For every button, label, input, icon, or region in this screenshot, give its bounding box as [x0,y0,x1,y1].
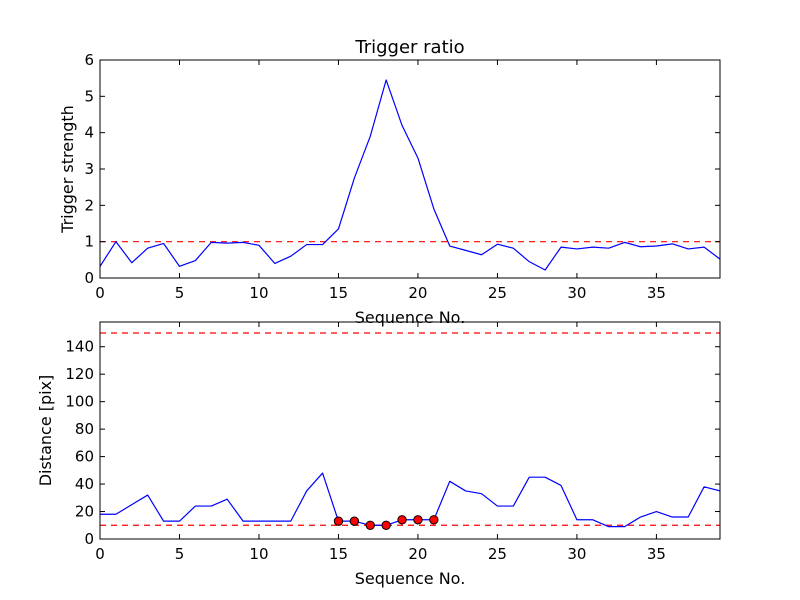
series-line-0 [100,472,720,528]
y-tick-label: 20 [75,503,94,521]
y-tick-label: 80 [75,420,94,438]
marker-point [429,515,439,525]
x-tick-label: 35 [647,284,666,302]
y-tick-label: 60 [75,448,94,466]
y-tick-label: 120 [65,365,94,383]
y-tick-label: 5 [84,87,94,105]
x-tick-label: 25 [488,545,507,563]
marker-point [413,515,423,525]
chart-title: Trigger ratio [354,37,464,58]
x-tick-label: 5 [175,284,185,302]
x-tick-label: 20 [408,284,427,302]
x-tick-label: 25 [488,284,507,302]
y-tick-label: 100 [65,393,94,411]
y-tick-label: 6 [84,51,94,69]
y-tick-label: 1 [84,233,94,251]
y-axis-label: Trigger strength [58,105,77,234]
x-tick-label: 30 [567,545,586,563]
x-axis-label: Sequence No. [355,308,466,327]
y-tick-label: 4 [84,124,94,142]
x-tick-label: 15 [329,284,348,302]
y-tick-label: 140 [65,338,94,356]
x-tick-label: 5 [175,545,185,563]
marker-point [365,520,375,530]
x-tick-label: 10 [249,545,268,563]
marker-point [381,520,391,530]
marker-point [397,515,407,525]
x-axis-label: Sequence No. [355,569,466,588]
x-tick-label: 0 [95,284,105,302]
x-tick-label: 15 [329,545,348,563]
x-tick-label: 20 [408,545,427,563]
y-tick-label: 2 [84,196,94,214]
marker-point [333,516,344,526]
marker-point [349,516,360,526]
y-tick-label: 0 [84,530,94,548]
x-tick-label: 0 [95,545,105,563]
x-tick-label: 35 [647,545,666,563]
x-tick-label: 30 [567,284,586,302]
distance-plot: 0 5 10 15 20 25 30 35 0 20 40 60 80 100 120 140 Sequence… [36,321,721,588]
y-axis-label: Distance [pix] [36,375,55,487]
axes-frame [99,321,721,540]
y-tick-label: 3 [84,160,94,178]
series-line-0 [100,79,720,271]
y-tick-label: 40 [75,475,94,493]
x-tick-label: 10 [249,284,268,302]
y-tick-label: 0 [84,269,94,287]
